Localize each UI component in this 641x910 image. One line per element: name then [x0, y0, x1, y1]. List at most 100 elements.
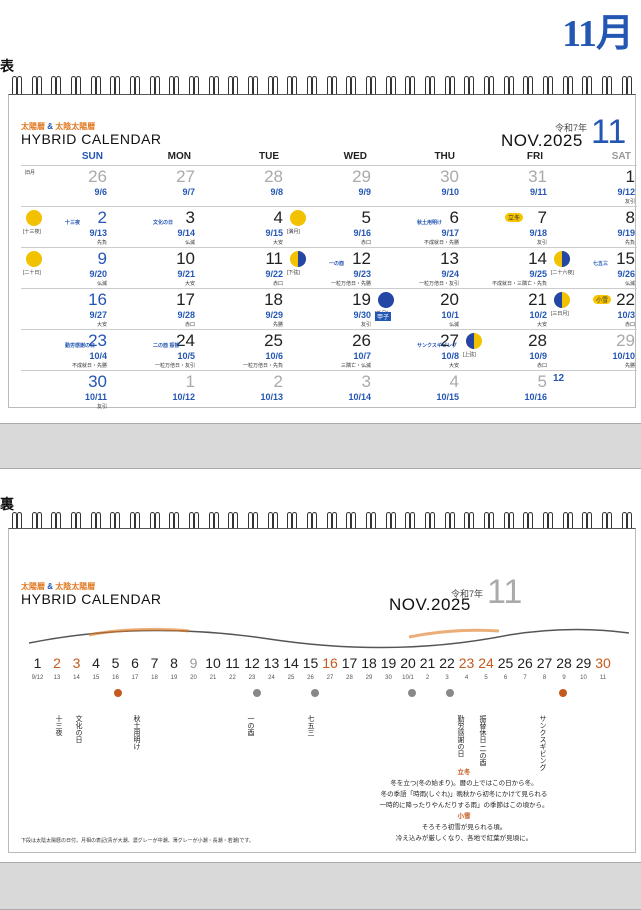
day-cell[interactable]: 28 9/8	[197, 165, 285, 206]
day-cell[interactable]: 31 9/11	[461, 165, 549, 206]
strip-day[interactable]: 14	[283, 655, 299, 671]
day-cell[interactable]: 13 9/24 一粒万倍日・友引	[373, 247, 461, 288]
day-cell[interactable]: 2 10/13	[197, 370, 285, 411]
day-number: 5	[361, 208, 371, 227]
strip-day[interactable]: 9	[189, 655, 198, 671]
strip-lunar-date: 10/1	[402, 675, 414, 681]
strip-day[interactable]: 6	[131, 655, 139, 671]
strip-day[interactable]: 12	[244, 655, 260, 671]
day-cell[interactable]: 27 9/7	[109, 165, 197, 206]
day-cell[interactable]: 10 9/21 大安	[109, 247, 197, 288]
day-note: 一粒万倍日・先勝	[330, 281, 371, 287]
strip-day[interactable]: 20	[400, 655, 416, 671]
day-number: 4	[273, 208, 283, 227]
day-cell[interactable]: 15 9/26 仏滅 七五三 [二十六夜]	[549, 247, 637, 288]
day-cell[interactable]: 1 9/12 友引	[549, 165, 637, 206]
strip-lunar-date: 20	[190, 675, 197, 681]
day-cell[interactable]: 5 9/16 赤口 [満月]	[285, 206, 373, 247]
binder-ring	[130, 512, 141, 534]
day-cell[interactable]: 5 10/16	[461, 370, 549, 411]
day-cell[interactable]: 25 10/6 一粒万倍日・先負	[197, 329, 285, 370]
strip-day[interactable]: 10	[205, 655, 221, 671]
strip-day[interactable]: 7	[150, 655, 159, 671]
strip-day[interactable]: 3	[72, 655, 81, 671]
day-note: 先勝	[272, 322, 283, 328]
binder-ring	[602, 512, 613, 534]
day-cell[interactable]: 14 9/25 不成就日・三隣亡・先負	[461, 247, 549, 288]
strip-day[interactable]: 19	[380, 655, 397, 671]
strip-day[interactable]: 21	[419, 655, 436, 671]
event-e6: 秋土用明け	[133, 715, 140, 750]
strip-day[interactable]: 26	[517, 655, 533, 671]
day-cell[interactable]: 3 10/14	[285, 370, 373, 411]
back-label: 裏	[0, 496, 14, 512]
day-cell[interactable]: 28 10/9 赤口 [上弦]	[461, 329, 549, 370]
strip-day[interactable]: 13	[263, 655, 280, 671]
day-cell[interactable]: 19 9/30 友引	[285, 288, 373, 329]
strip-day[interactable]: 1	[33, 655, 42, 671]
holiday-label: 一の酉	[329, 261, 345, 267]
day-cell[interactable]: 4 9/15 大安	[197, 206, 285, 247]
strip-day[interactable]: 11	[225, 655, 240, 671]
day-cell[interactable]: 3 9/14 仏滅 文化の日	[109, 206, 197, 247]
day-cell[interactable]: 7 9/18 友引 立冬	[461, 206, 549, 247]
strip-day[interactable]: 28	[556, 655, 572, 671]
strip-day[interactable]: 25	[497, 655, 514, 671]
strip-lunar-date: 27	[326, 675, 334, 681]
strip-day[interactable]: 17	[341, 655, 358, 671]
strip-day[interactable]: 8	[170, 655, 178, 671]
day-number: 11	[265, 249, 283, 268]
day-note: 大安	[184, 281, 195, 287]
header-num: 11	[591, 113, 627, 151]
strip-day[interactable]: 23	[458, 655, 475, 671]
day-cell[interactable]: 1 10/12	[109, 370, 197, 411]
day-cell[interactable]: 4 10/15	[373, 370, 461, 411]
day-cell[interactable]: 30 10/11 友引	[21, 370, 109, 411]
day-cell[interactable]: 9 9/20 仏滅 [二十日]	[21, 247, 109, 288]
strip-day[interactable]: 27	[536, 655, 553, 671]
binder-ring	[582, 512, 593, 534]
strip-day[interactable]: 15	[302, 655, 319, 671]
strip-day[interactable]: 30	[595, 655, 611, 671]
day-cell[interactable]: 12 9/23 一粒万倍日・先勝 一の酉 [下弦]	[285, 247, 373, 288]
strip-day[interactable]: 5	[111, 655, 120, 671]
strip-day[interactable]: 29	[575, 655, 592, 671]
day-cell[interactable]: 16 9/27 大安	[21, 288, 109, 329]
day-cell[interactable]: 21 10/2 大安	[461, 288, 549, 329]
holiday-label: サンクスギビング	[417, 343, 457, 349]
day-cell[interactable]: 29 10/10 先勝	[549, 329, 637, 370]
day-cell[interactable]: 26 9/6 旧月	[21, 165, 109, 206]
strip-day[interactable]: 24	[478, 655, 494, 671]
day-cell[interactable]: 29 9/9	[285, 165, 373, 206]
day-cell[interactable]: 26 10/7 三隣亡・仏滅	[285, 329, 373, 370]
day-cell[interactable]: 6 9/17 不成就日・先勝 秋土用明け	[373, 206, 461, 247]
day-note: 不成就日・三隣亡・先負	[491, 281, 547, 287]
binder-ring	[307, 76, 318, 98]
holiday-label: 十三夜	[65, 220, 81, 226]
day-cell[interactable]: 2 9/13 先負 十三夜 [十三夜]	[21, 206, 109, 247]
day-cell[interactable]: 12	[549, 370, 637, 411]
event-e15: 七五三	[307, 715, 314, 736]
binder-ring	[248, 512, 259, 534]
back-rings	[8, 512, 636, 534]
day-cell[interactable]: 27 10/8 大安 サンクスギビング	[373, 329, 461, 370]
day-cell[interactable]: 17 9/28 赤口	[109, 288, 197, 329]
lunar-date: 10/12	[172, 392, 195, 402]
day-cell[interactable]: 18 9/29 先勝	[197, 288, 285, 329]
day-cell[interactable]: 30 9/10	[373, 165, 461, 206]
day-cell[interactable]: 8 9/19 先負	[549, 206, 637, 247]
day-cell[interactable]: 22 10/3 赤口 [三日月] 小雪	[549, 288, 637, 329]
day-cell[interactable]: 24 10/5 一粒万倍日・友引 二の酉 振替	[109, 329, 197, 370]
weekday-fri: FRI	[526, 151, 543, 162]
day-cell[interactable]: 23 10/4 不成就日・先勝 勤労感謝の日	[21, 329, 109, 370]
binder-ring	[90, 512, 101, 534]
strip-day[interactable]: 18	[361, 655, 377, 671]
strip-day[interactable]: 4	[92, 655, 100, 671]
day-cell[interactable]: 11 9/22 赤口	[197, 247, 285, 288]
lunar-date: 9/13	[89, 228, 107, 238]
lunar-date: 9/30	[353, 310, 371, 320]
strip-day[interactable]: 22	[439, 655, 455, 671]
strip-day[interactable]: 2	[53, 655, 61, 671]
strip-day[interactable]: 16	[322, 655, 338, 671]
